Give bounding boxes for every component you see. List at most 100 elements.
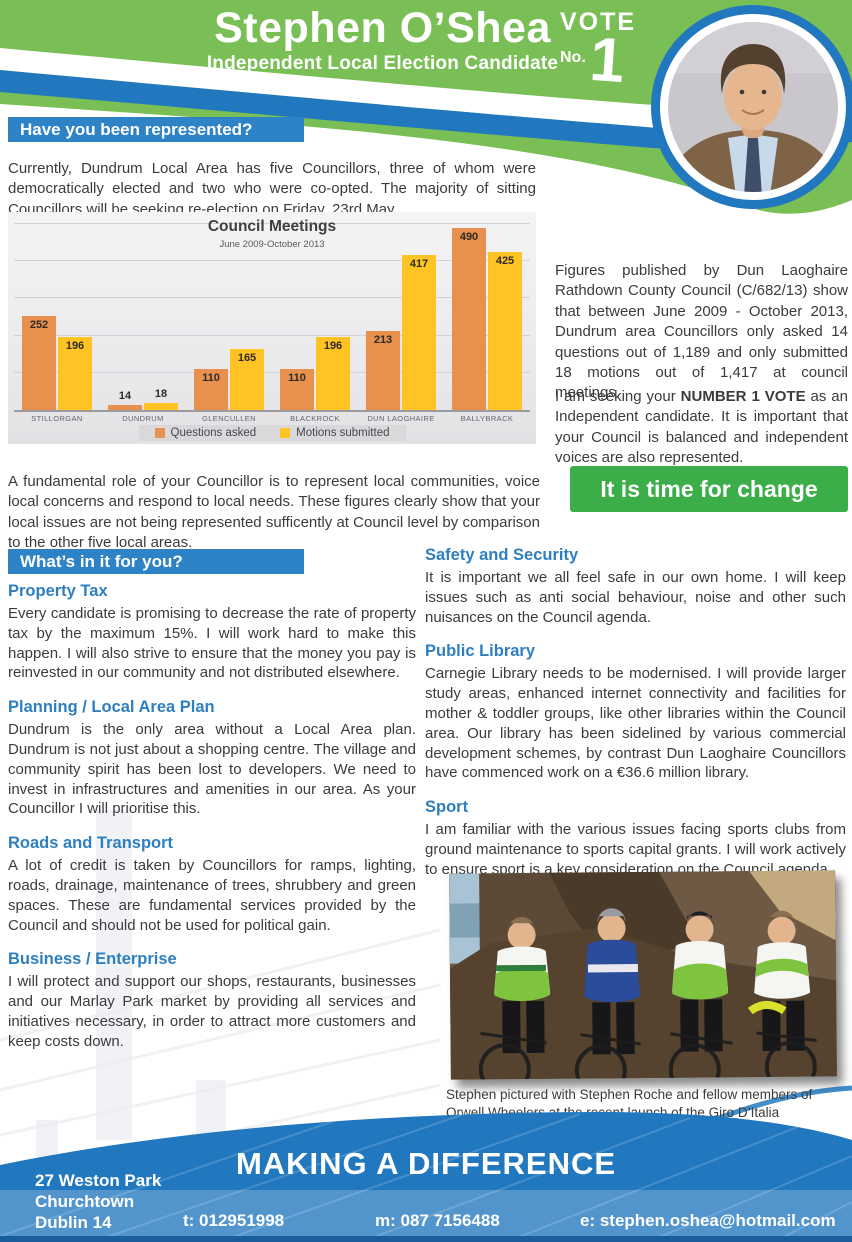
- bar-group: 110 196: [272, 224, 358, 410]
- vote-label: VOTE: [560, 8, 637, 36]
- slogan: MAKING A DIFFERENCE: [235, 1146, 617, 1181]
- x-axis-label: DUN LAOGHAIRE: [367, 414, 435, 423]
- topic-section: Safety and Security It is important we al…: [425, 546, 846, 627]
- topic-heading: Property Tax: [8, 582, 108, 600]
- address-line: Dublin 14: [35, 1213, 112, 1232]
- header-white-wave: [0, 48, 852, 131]
- time-for-change-banner: It is time for change: [570, 466, 848, 512]
- topic-section: Roads and Transport A lot of credit is ta…: [8, 834, 416, 935]
- bar: 417: [402, 255, 436, 410]
- legend-swatch: [154, 428, 165, 438]
- chart-gridline: [14, 260, 530, 262]
- bar: 213: [366, 331, 400, 410]
- bar-value-label: 213: [373, 334, 393, 346]
- left-topics-column: Property Tax Every candidate is promising…: [8, 582, 416, 1067]
- x-axis-label: STILLORGAN: [31, 414, 83, 423]
- candidate-name: Stephen O’Shea: [214, 4, 551, 52]
- intro-paragraph: Currently, Dundrum Local Area has five C…: [8, 160, 536, 218]
- address-block: 27 Weston Park Churchtown Dublin 14: [35, 1170, 161, 1233]
- bar: 196: [316, 337, 350, 410]
- number1-vote-emphasis: NUMBER 1 VOTE: [680, 388, 806, 405]
- bar-group: 14 18: [100, 224, 186, 410]
- header-banner: [0, 0, 852, 214]
- bar-group: 252 196: [14, 224, 100, 410]
- x-axis-label: BLACKROCK: [290, 414, 340, 423]
- legend-item: Questions asked: [154, 427, 257, 439]
- bar-value-label: 18: [154, 388, 168, 400]
- chart-x-axis-labels: STILLORGAN DUNDRUM GLENCULLEN BLACKROCK DUN …: [14, 414, 530, 423]
- chart-subtitle: June 2009-October 2013: [219, 239, 325, 250]
- section-heading-for-you: What’s in it for you?: [8, 549, 304, 574]
- topic-body: I will protect and support our shops, re…: [8, 973, 416, 1050]
- section-heading-represented: Have you been represented?: [8, 117, 304, 142]
- bar-value-label: 196: [323, 340, 343, 352]
- chart-plot-area: 252 196 14 18 110 165 110 196 213 417 490 425: [14, 223, 530, 412]
- candidate-descriptor: Independent Local Election Candidate: [206, 53, 559, 75]
- right-topics-column: Safety and Security It is important we al…: [425, 546, 846, 895]
- address-line: 27 Weston Park: [35, 1171, 162, 1190]
- address-line: Churchtown: [35, 1192, 135, 1211]
- bar-value-label: 14: [118, 390, 132, 402]
- figures-paragraph: Figures published by Dun Laoghaire Rathd…: [555, 262, 848, 402]
- vote-appeal-paragraph: I am seeking your NUMBER 1 VOTE as an In…: [555, 388, 848, 467]
- bar-value-label: 252: [29, 319, 49, 331]
- topic-heading: Business / Enterprise: [8, 950, 177, 969]
- topic-body: A lot of credit is taken by Councillors …: [8, 857, 416, 934]
- header-blue-wave: [0, 70, 852, 151]
- bar-value-label: 165: [237, 352, 257, 364]
- chart-gridline: [14, 371, 530, 373]
- x-axis-label: DUNDRUM: [122, 414, 164, 423]
- topic-heading: Public Library: [425, 642, 536, 661]
- bar-value-label: 417: [409, 258, 429, 270]
- bar-group: 490 425: [444, 224, 530, 410]
- vote-no1-badge: VOTE No. 1: [560, 8, 665, 97]
- council-meetings-chart: Council Meetings June 2009-October 2013 …: [8, 212, 536, 444]
- chart-gridline: [14, 297, 530, 299]
- bar: 196: [58, 337, 92, 410]
- bar-value-label: 490: [459, 231, 479, 243]
- x-axis-label: BALLYBRACK: [460, 414, 514, 423]
- bar: 110: [194, 369, 228, 410]
- legend-swatch: [280, 428, 291, 438]
- legend-label: Questions asked: [170, 427, 257, 439]
- bar: 490: [452, 228, 486, 410]
- topic-heading: Safety and Security: [425, 546, 579, 564]
- bar-group: 213 417: [358, 224, 444, 410]
- topic-section: Planning / Local Area Plan Dundrum is the…: [8, 698, 416, 819]
- chart-title: Council Meetings: [207, 218, 337, 235]
- topic-section: Property Tax Every candidate is promising…: [8, 582, 416, 683]
- bar-value-label: 425: [495, 255, 515, 267]
- bar-value-label: 196: [65, 340, 85, 352]
- topic-body: Every candidate is promising to decrease…: [8, 605, 416, 682]
- x-axis-label: GLENCULLEN: [201, 414, 257, 423]
- bar: 14: [108, 390, 142, 410]
- bar: 425: [488, 252, 522, 410]
- bar: 252: [22, 316, 56, 410]
- bar: 110: [280, 369, 314, 410]
- topic-section: Public Library Carnegie Library needs to …: [425, 642, 846, 783]
- topic-section: Sport I am familiar with the various issu…: [425, 798, 846, 879]
- topic-heading: Sport: [425, 798, 469, 817]
- bar-value-label: 110: [202, 372, 220, 384]
- chart-gridline: [14, 334, 530, 336]
- footer-wave: [0, 1111, 852, 1242]
- topic-body: It is important we all feel safe in our …: [425, 569, 846, 626]
- bar: 18: [144, 388, 178, 410]
- topic-heading: Roads and Transport: [8, 834, 174, 853]
- bar: 165: [230, 349, 264, 410]
- mobile-contact: m: 087 7156488: [375, 1211, 500, 1230]
- chart-legend: Questions asked Motions submitted: [138, 425, 406, 441]
- summary-paragraph: A fundamental role of your Councillor is…: [8, 473, 540, 552]
- phone-contact: t: 012951998: [183, 1211, 285, 1230]
- legend-item: Motions submitted: [280, 427, 390, 439]
- email-contact: e: stephen.oshea@hotmail.com: [580, 1211, 836, 1230]
- legend-label: Motions submitted: [296, 427, 390, 439]
- bar-value-label: 110: [288, 372, 306, 384]
- cyclists-photo: [449, 870, 837, 1080]
- topic-section: Business / Enterprise I will protect and …: [8, 950, 416, 1051]
- chart-gridline: [14, 223, 530, 224]
- bar-group: 110 165: [186, 224, 272, 410]
- vote-number: 1: [587, 24, 627, 97]
